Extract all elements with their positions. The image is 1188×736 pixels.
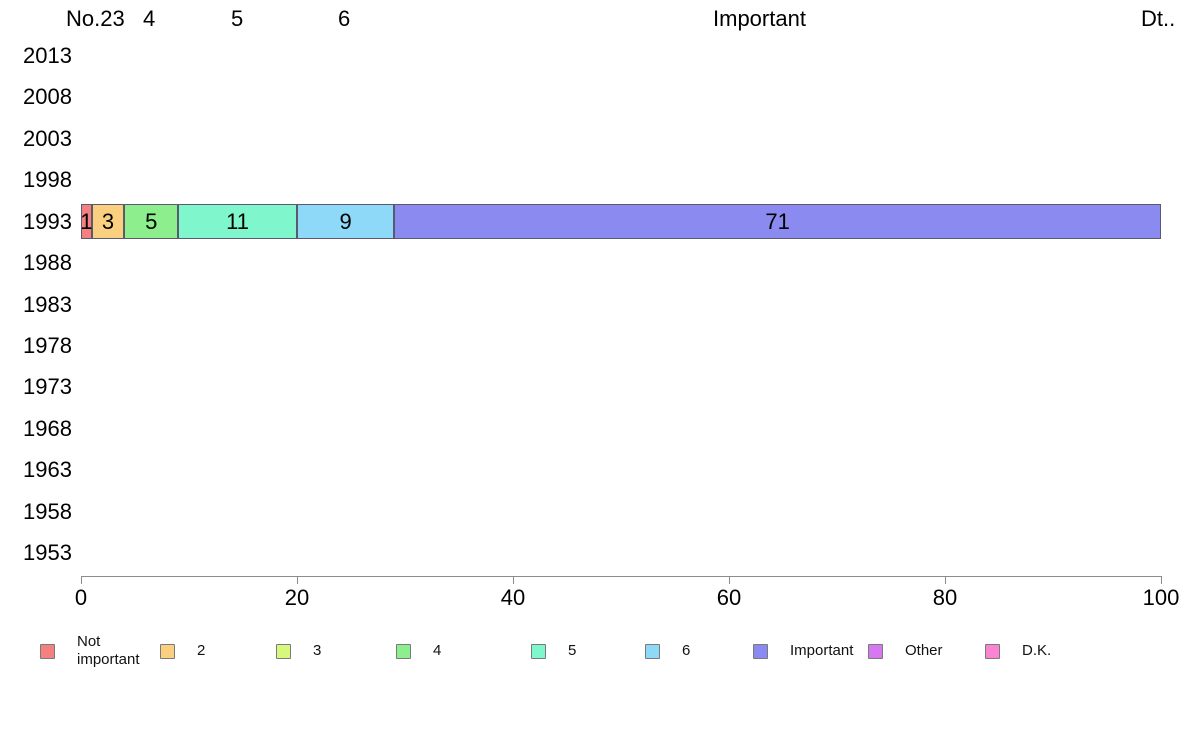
bar-segment-6[interactable]: 9 bbox=[297, 204, 395, 239]
legend-item-4[interactable]: 4 bbox=[396, 629, 441, 673]
segment-value-label: 71 bbox=[765, 208, 790, 234]
bar-segment-2[interactable]: 3 bbox=[91, 204, 125, 239]
legend-item-2[interactable]: 2 bbox=[160, 629, 205, 673]
year-label-1958: 1958 bbox=[23, 499, 72, 524]
header-label-6: Dt.. bbox=[1141, 6, 1176, 31]
segment-value-label: 3 bbox=[101, 208, 115, 234]
legend-label: 3 bbox=[313, 642, 322, 659]
legend-label: Not important bbox=[77, 633, 140, 668]
year-label-1963: 1963 bbox=[23, 457, 72, 482]
bar-segment-5[interactable]: 11 bbox=[178, 204, 297, 239]
bar-row-1993: 1 3 5 11 9 71 bbox=[80, 204, 1161, 239]
x-tick-label-40: 40 bbox=[500, 585, 526, 610]
bar-segment-4[interactable]: 5 bbox=[124, 204, 179, 239]
bar-segment-not-important[interactable]: 1 bbox=[80, 204, 93, 239]
bar-segment-important[interactable]: 71 bbox=[394, 204, 1161, 239]
header-label-3: 5 bbox=[231, 6, 244, 31]
legend-swatch bbox=[645, 643, 660, 659]
x-tick-100 bbox=[1161, 576, 1162, 584]
legend-label: Important bbox=[790, 642, 854, 659]
year-label-1953: 1953 bbox=[23, 540, 72, 565]
x-tick-60 bbox=[729, 576, 730, 584]
legend-swatch bbox=[753, 643, 768, 659]
x-tick-label-100: 100 bbox=[1142, 585, 1180, 610]
header-label-1: No.23 bbox=[66, 6, 125, 31]
year-label-1998: 1998 bbox=[23, 167, 72, 192]
x-tick-label-80: 80 bbox=[932, 585, 958, 610]
x-tick-20 bbox=[297, 576, 298, 584]
header-label-5: Important bbox=[713, 6, 806, 31]
x-tick-80 bbox=[945, 576, 946, 584]
legend-item-3[interactable]: 3 bbox=[276, 629, 321, 673]
legend-swatch bbox=[868, 643, 883, 659]
year-label-1978: 1978 bbox=[23, 333, 72, 358]
legend-label: 5 bbox=[568, 642, 577, 659]
legend-swatch bbox=[160, 643, 175, 659]
x-tick-label-60: 60 bbox=[716, 585, 742, 610]
segment-value-label: 9 bbox=[339, 208, 352, 234]
x-axis-line bbox=[81, 576, 1161, 577]
legend-item-d-k-[interactable]: D.K. bbox=[985, 629, 1051, 673]
segment-value-label: 5 bbox=[145, 208, 158, 234]
segment-value-label: 1 bbox=[80, 208, 93, 234]
legend-item-not-important[interactable]: Not important bbox=[40, 629, 151, 673]
legend-item-other[interactable]: Other bbox=[868, 629, 943, 673]
legend-swatch bbox=[985, 643, 1000, 659]
legend-label: D.K. bbox=[1022, 642, 1052, 659]
year-label-1988: 1988 bbox=[23, 250, 72, 275]
legend-label: 6 bbox=[682, 642, 691, 659]
legend-label: 4 bbox=[433, 642, 442, 659]
year-label-1983: 1983 bbox=[23, 292, 72, 317]
x-tick-label-0: 0 bbox=[74, 585, 88, 610]
legend-swatch bbox=[276, 643, 291, 659]
legend-label: Other bbox=[905, 642, 943, 659]
x-tick-40 bbox=[513, 576, 514, 584]
legend-item-important[interactable]: Important bbox=[753, 629, 853, 673]
x-tick-label-20: 20 bbox=[284, 585, 310, 610]
year-label-1993: 1993 bbox=[23, 209, 72, 234]
header-label-4: 6 bbox=[338, 6, 351, 31]
header-label-2: 4 bbox=[143, 6, 156, 31]
legend-item-5[interactable]: 5 bbox=[531, 629, 576, 673]
legend-swatch bbox=[40, 643, 55, 659]
year-label-1973: 1973 bbox=[23, 374, 72, 399]
x-tick-0 bbox=[81, 576, 82, 584]
legend-swatch bbox=[531, 643, 546, 659]
year-label-2008: 2008 bbox=[23, 84, 72, 109]
legend-item-6[interactable]: 6 bbox=[645, 629, 690, 673]
year-label-1968: 1968 bbox=[23, 416, 72, 441]
year-label-2013: 2013 bbox=[23, 43, 72, 68]
legend-swatch bbox=[396, 643, 411, 659]
legend-label: 2 bbox=[197, 642, 206, 659]
year-label-2003: 2003 bbox=[23, 126, 72, 151]
segment-value-label: 11 bbox=[226, 208, 249, 234]
